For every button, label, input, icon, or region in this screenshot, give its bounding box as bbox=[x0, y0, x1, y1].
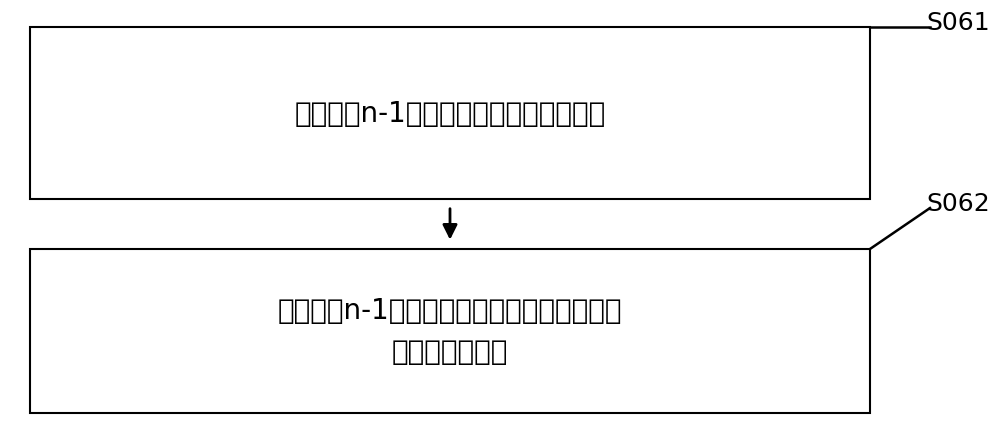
Bar bbox=[30, 249, 870, 413]
Text: S061: S061 bbox=[926, 11, 990, 35]
Bar bbox=[30, 28, 870, 200]
Text: 根据所述n-1个耦合面的温度的精度要求，得
到所述预设范围: 根据所述n-1个耦合面的温度的精度要求，得 到所述预设范围 bbox=[278, 297, 622, 366]
Text: S062: S062 bbox=[926, 191, 990, 215]
Text: 获取所述n-1个耦合面的温度的精度要求: 获取所述n-1个耦合面的温度的精度要求 bbox=[294, 100, 606, 128]
